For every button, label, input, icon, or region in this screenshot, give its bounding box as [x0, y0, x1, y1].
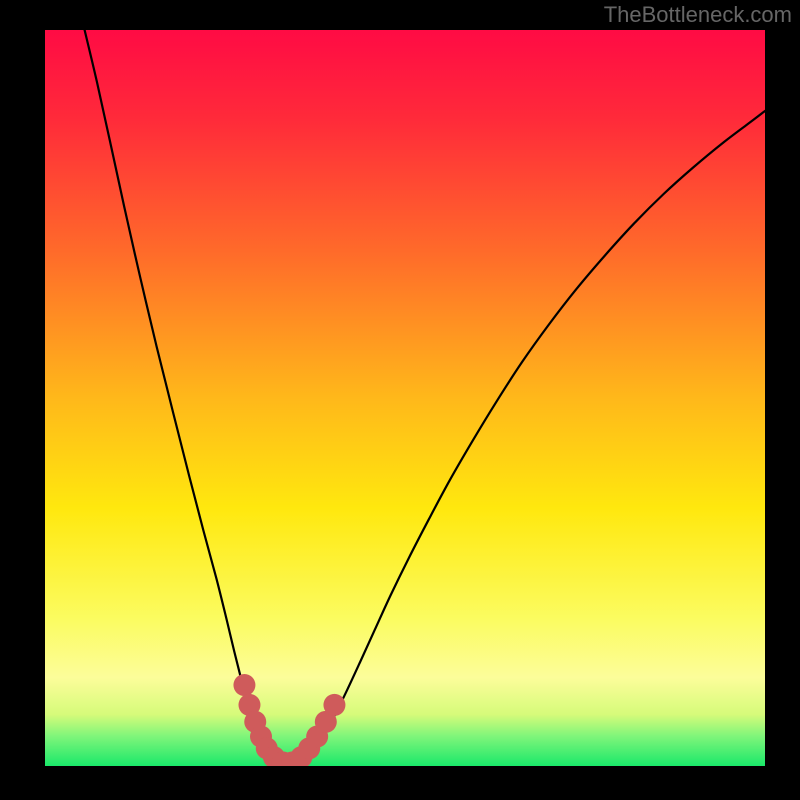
chart-container: TheBottleneck.com: [0, 0, 800, 800]
marker-point: [323, 694, 345, 716]
chart-svg: [0, 0, 800, 800]
marker-point: [233, 674, 255, 696]
plot-area: [45, 30, 765, 766]
watermark-text: TheBottleneck.com: [604, 2, 792, 28]
